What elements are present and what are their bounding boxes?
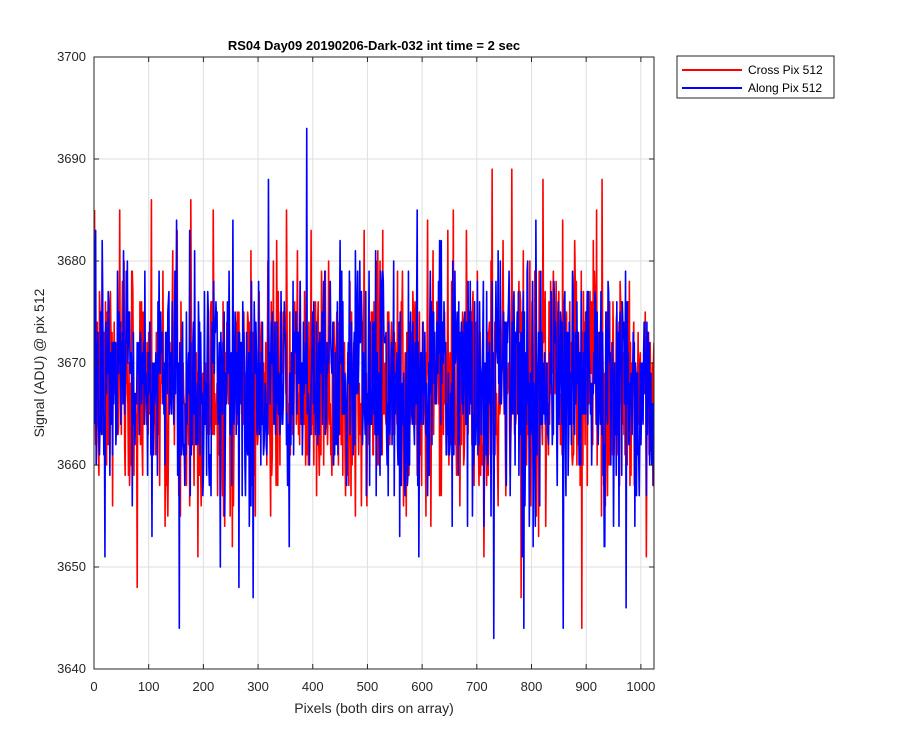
x-tick-label: 500 (357, 679, 379, 694)
y-tick-label: 3650 (57, 559, 86, 574)
y-tick-label: 3700 (57, 49, 86, 64)
x-tick-label: 0 (90, 679, 97, 694)
x-tick-label: 300 (247, 679, 269, 694)
series-line-along-pix-512 (94, 127, 654, 640)
y-tick-label: 3640 (57, 661, 86, 676)
ticks (93, 56, 654, 670)
x-tick-label: 1000 (626, 679, 655, 694)
legend-entry-cross: Cross Pix 512 (748, 63, 823, 77)
x-tick-label: 200 (193, 679, 215, 694)
legend-entry-along: Along Pix 512 (748, 81, 822, 95)
y-tick-label: 3670 (57, 355, 86, 370)
x-tick-label: 900 (575, 679, 597, 694)
x-tick-label: 100 (138, 679, 160, 694)
legend: Cross Pix 512 Along Pix 512 (676, 55, 835, 99)
y-tick-label: 3690 (57, 151, 86, 166)
x-tick-label: 600 (411, 679, 433, 694)
y-axis-label: Signal (ADU) @ pix 512 (31, 288, 47, 437)
x-tick-label: 400 (302, 679, 324, 694)
legend-box (676, 55, 835, 99)
tick-labels: 0 100 200 300 400 500 600 700 800 900 1000 3640 3650… (57, 49, 655, 694)
y-tick-label: 3660 (57, 457, 86, 472)
y-tick-label: 3680 (57, 253, 86, 268)
x-tick-label: 700 (466, 679, 488, 694)
series-layer (94, 127, 654, 640)
x-axis-label: Pixels (both dirs on array) (294, 700, 454, 716)
chart-title: RS04 Day09 20190206-Dark-032 int time = … (228, 38, 520, 53)
x-tick-label: 800 (521, 679, 543, 694)
